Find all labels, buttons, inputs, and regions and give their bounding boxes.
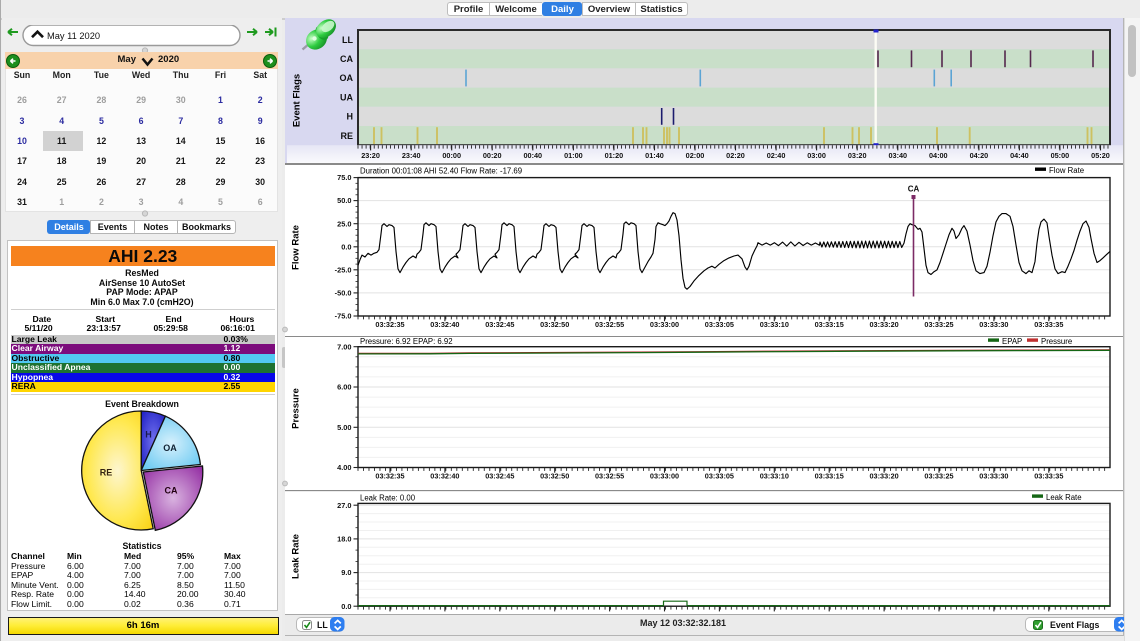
svg-text:02:40: 02:40 <box>767 151 786 160</box>
svg-text:H: H <box>145 430 152 440</box>
svg-text:H: H <box>347 112 354 122</box>
svg-text:03:32:45: 03:32:45 <box>485 320 514 329</box>
svg-text:03:32:55: 03:32:55 <box>595 471 624 480</box>
svg-text:Pressure: Pressure <box>1041 337 1072 346</box>
svg-text:5.00: 5.00 <box>337 423 351 432</box>
svg-text:UA: UA <box>340 92 353 102</box>
svg-text:4.00: 4.00 <box>337 463 351 472</box>
svg-text:03:33:20: 03:33:20 <box>869 471 898 480</box>
svg-text:03:33:10: 03:33:10 <box>760 471 789 480</box>
svg-text:50.0: 50.0 <box>337 196 351 205</box>
svg-text:03:33:35: 03:33:35 <box>1034 471 1063 480</box>
svg-text:0.0: 0.0 <box>341 602 351 611</box>
svg-text:75.0: 75.0 <box>337 173 351 182</box>
svg-text:Leak Rate: Leak Rate <box>1046 493 1082 502</box>
svg-text:03:32:35: 03:32:35 <box>375 471 404 480</box>
svg-text:03:33:10: 03:33:10 <box>760 320 789 329</box>
svg-text:04:00: 04:00 <box>929 151 948 160</box>
svg-text:03:32:40: 03:32:40 <box>430 320 459 329</box>
svg-text:03:33:00: 03:33:00 <box>650 471 679 480</box>
svg-text:02:20: 02:20 <box>726 151 745 160</box>
svg-text:03:20: 03:20 <box>848 151 867 160</box>
svg-text:Duration 00:01:08 AHI 52.40 Fl: Duration 00:01:08 AHI 52.40 Flow Rate: -… <box>360 167 522 176</box>
svg-text:03:33:30: 03:33:30 <box>979 471 1008 480</box>
svg-text:03:33:15: 03:33:15 <box>815 471 844 480</box>
svg-text:01:40: 01:40 <box>645 151 664 160</box>
svg-text:18.0: 18.0 <box>337 535 351 544</box>
svg-text:May 11 2020: May 11 2020 <box>47 31 100 41</box>
svg-text:03:33:30: 03:33:30 <box>979 320 1008 329</box>
svg-text:LL: LL <box>342 35 353 45</box>
svg-text:01:00: 01:00 <box>564 151 583 160</box>
svg-text:03:33:15: 03:33:15 <box>815 320 844 329</box>
svg-text:0.0: 0.0 <box>341 242 351 251</box>
svg-text:Leak Rate: 0.00: Leak Rate: 0.00 <box>360 493 416 502</box>
svg-text:EPAP: EPAP <box>1002 337 1022 346</box>
svg-text:03:33:00: 03:33:00 <box>650 320 679 329</box>
svg-text:03:33:35: 03:33:35 <box>1034 320 1063 329</box>
svg-text:03:32:50: 03:32:50 <box>540 471 569 480</box>
svg-text:03:32:45: 03:32:45 <box>485 471 514 480</box>
svg-text:CA: CA <box>165 486 178 496</box>
svg-text:CA: CA <box>340 54 353 64</box>
svg-text:OA: OA <box>340 73 354 83</box>
svg-text:9.0: 9.0 <box>341 568 351 577</box>
svg-text:-25.0: -25.0 <box>335 265 352 274</box>
svg-text:23:20: 23:20 <box>361 151 380 160</box>
svg-text:7.00: 7.00 <box>337 342 351 351</box>
svg-text:03:00: 03:00 <box>807 151 826 160</box>
svg-text:05:00: 05:00 <box>1051 151 1070 160</box>
svg-text:03:33:20: 03:33:20 <box>869 320 898 329</box>
svg-text:03:32:35: 03:32:35 <box>375 320 404 329</box>
svg-text:04:20: 04:20 <box>970 151 989 160</box>
svg-text:03:32:55: 03:32:55 <box>595 320 624 329</box>
svg-text:03:33:25: 03:33:25 <box>924 471 953 480</box>
svg-text:03:32:40: 03:32:40 <box>430 471 459 480</box>
svg-text:01:20: 01:20 <box>605 151 624 160</box>
svg-text:00:00: 00:00 <box>442 151 461 160</box>
svg-text:00:40: 00:40 <box>523 151 542 160</box>
svg-text:27.0: 27.0 <box>337 501 351 510</box>
svg-text:6.00: 6.00 <box>337 383 351 392</box>
svg-text:03:40: 03:40 <box>888 151 907 160</box>
svg-text:00:20: 00:20 <box>483 151 502 160</box>
svg-text:03:33:05: 03:33:05 <box>705 320 734 329</box>
svg-text:04:40: 04:40 <box>1010 151 1029 160</box>
svg-text:Flow Rate: Flow Rate <box>1049 166 1084 175</box>
svg-text:Pressure: 6.92 EPAP: 6.92: Pressure: 6.92 EPAP: 6.92 <box>360 337 453 346</box>
svg-text:03:33:25: 03:33:25 <box>924 320 953 329</box>
svg-text:RE: RE <box>340 131 353 141</box>
svg-text:23:40: 23:40 <box>402 151 421 160</box>
svg-text:25.0: 25.0 <box>337 219 351 228</box>
svg-text:03:32:50: 03:32:50 <box>540 320 569 329</box>
svg-text:CA: CA <box>908 185 920 194</box>
svg-text:-75.0: -75.0 <box>335 312 352 321</box>
svg-text:OA: OA <box>163 443 177 453</box>
svg-text:05:20: 05:20 <box>1091 151 1110 160</box>
svg-text:-50.0: -50.0 <box>335 289 352 298</box>
svg-text:RE: RE <box>100 468 113 478</box>
svg-text:03:33:05: 03:33:05 <box>705 471 734 480</box>
svg-text:02:00: 02:00 <box>686 151 705 160</box>
